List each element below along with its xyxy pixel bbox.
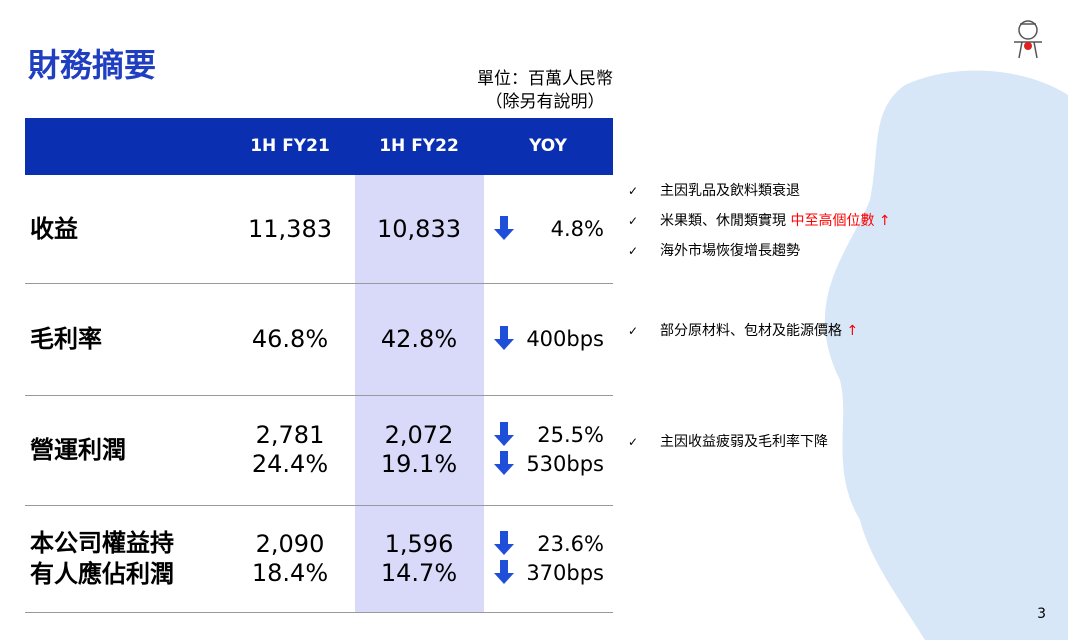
value: 2,781 <box>255 421 325 449</box>
note: ✓ 米果類、休閒類實現 中至高個位數 ↑ <box>628 206 891 236</box>
value: 24.4% <box>251 450 329 478</box>
down-arrow <box>494 530 514 559</box>
note-text: 海外市場恢復增長趨勢 <box>660 243 800 259</box>
notes: ✓ 主因收益疲弱及毛利率下降 <box>628 427 828 457</box>
unit-note: （除另有說明） <box>485 92 605 112</box>
value-cell: 46.8% <box>226 325 354 354</box>
note: ✓ 部分原材料、包材及能源價格 ↑ <box>628 316 858 346</box>
note-text: 米果類、休閒類實現 <box>660 213 791 229</box>
row-label: 毛利率 <box>30 324 102 355</box>
value: 14.7% <box>380 558 458 587</box>
check-mark: ✓ <box>628 435 639 449</box>
column-header: 1H FY21 <box>250 136 330 156</box>
value-cell: 11,383 <box>226 215 354 244</box>
column-header: YOY <box>529 136 567 156</box>
row-label-line: 有人應佔利潤 <box>30 559 174 588</box>
check-mark: ✓ <box>628 214 639 228</box>
unit: 單位：百萬人民幣 <box>477 69 613 89</box>
value-cell: 2,072 19.1% <box>355 421 483 479</box>
note-text: 主因收益疲弱及毛利率下降 <box>660 434 828 450</box>
yoy-line: 25.5% <box>492 421 604 450</box>
check-mark: ✓ <box>628 324 639 338</box>
check-mark: ✓ <box>628 244 639 258</box>
note: ✓ 海外市場恢復增長趨勢 <box>628 236 891 266</box>
value: 2,072 <box>384 421 454 449</box>
yoy-value: 4.8% <box>550 216 604 241</box>
down-arrow <box>494 422 514 450</box>
value: 10,833 <box>377 214 461 243</box>
table-header <box>25 118 613 175</box>
row-label-line: 收益 <box>30 214 78 243</box>
yoy-line: 400bps <box>492 325 604 354</box>
note: ✓ 主因收益疲弱及毛利率下降 <box>628 427 828 457</box>
value-cell: 42.8% <box>355 325 483 354</box>
yoy-cell: 23.6% 370bps <box>492 530 604 588</box>
row-label-line: 營運利潤 <box>30 435 126 464</box>
note-highlight: 中至高個位數 ↑ <box>790 213 891 229</box>
note-highlight: ↑ <box>846 323 859 339</box>
row-label: 本公司權益持 有人應佔利潤 <box>30 528 174 590</box>
value-cell: 1,596 14.7% <box>355 530 483 588</box>
value: 46.8% <box>251 324 329 353</box>
row-separator <box>25 395 613 396</box>
column-header: 1H FY22 <box>379 136 459 156</box>
yoy-value: 370bps <box>526 560 604 585</box>
yoy-value: 530bps <box>526 452 604 476</box>
yoy-line: 23.6% <box>492 530 604 559</box>
value-cell: 2,781 24.4% <box>226 421 354 479</box>
row-separator <box>25 283 613 284</box>
yoy-line: 530bps <box>492 450 604 479</box>
row-label: 收益 <box>30 214 78 245</box>
yoy-cell: 25.5% 530bps <box>492 421 604 479</box>
notes: ✓ 主因乳品及飲料類衰退 ✓ 米果類、休閒類實現 中至高個位數 ↑ ✓ 海外市場恢復增長趨… <box>628 176 891 266</box>
note: ✓ 主因乳品及飲料類衰退 <box>628 176 891 206</box>
yoy-value: 23.6% <box>537 531 604 556</box>
yoy-line: 4.8% <box>492 215 604 244</box>
check-mark: ✓ <box>628 184 639 198</box>
value: 2,090 <box>255 529 325 558</box>
value-cell: 10,833 <box>355 215 483 244</box>
note-text: 主因乳品及飲料類衰退 <box>660 183 800 199</box>
down-arrow <box>494 215 514 244</box>
yoy-cell: 4.8% <box>492 215 604 244</box>
row-separator <box>25 505 613 506</box>
title: 財務摘要 <box>28 46 157 84</box>
row-label-line: 毛利率 <box>30 324 102 353</box>
value: 42.8% <box>380 324 458 353</box>
row-label-line: 本公司權益持 <box>30 528 174 557</box>
yoy-line: 370bps <box>492 559 604 588</box>
yoy-value: 400bps <box>526 326 604 351</box>
value: 18.4% <box>251 558 329 587</box>
row-separator <box>25 612 613 613</box>
down-arrow <box>494 559 514 588</box>
down-arrow <box>494 451 514 479</box>
yoy-value: 25.5% <box>537 423 604 447</box>
value: 11,383 <box>248 214 332 243</box>
note-text: 部分原材料、包材及能源價格 <box>660 323 847 339</box>
value: 1,596 <box>384 529 454 558</box>
value: 19.1% <box>380 450 458 478</box>
notes: ✓ 部分原材料、包材及能源價格 ↑ <box>628 316 858 346</box>
value-cell: 2,090 18.4% <box>226 530 354 588</box>
yoy-cell: 400bps <box>492 325 604 354</box>
row-label: 營運利潤 <box>30 435 126 466</box>
column-highlight <box>355 175 484 612</box>
down-arrow <box>494 325 514 354</box>
page-number: 3 <box>1037 606 1046 622</box>
